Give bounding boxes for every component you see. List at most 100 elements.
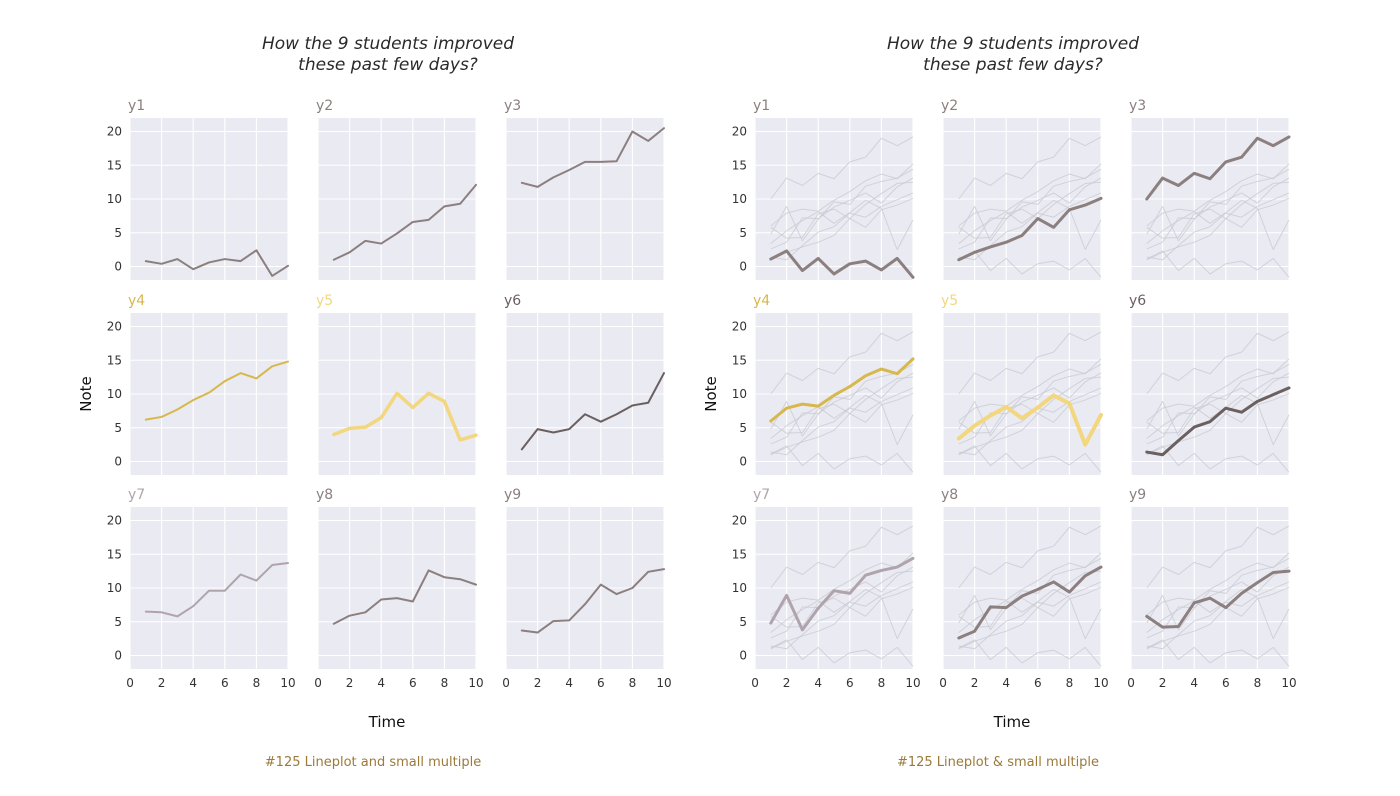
- panel-1-y4: y4 0 5 10 15 20: [732, 293, 915, 475]
- y-tick-label: 0: [739, 649, 747, 663]
- background-line-y8: [958, 372, 1102, 445]
- figure-title-right: How the 9 students improved these past f…: [813, 34, 1213, 76]
- background-line-y5: [958, 588, 1102, 640]
- series-line-y4: [144, 360, 289, 421]
- background-line-y7: [1146, 168, 1290, 242]
- series-line-y3: [1145, 135, 1291, 201]
- background-line-y9: [1146, 376, 1290, 434]
- series-line-y2: [332, 183, 477, 261]
- series-line-y6: [520, 372, 665, 451]
- panel-title-y1: y1: [128, 98, 145, 114]
- background-line-y3: [1146, 331, 1290, 395]
- panel-1-y6: y6: [1129, 293, 1291, 475]
- x-tick-label: 4: [377, 676, 385, 690]
- x-tick-label: 10: [656, 676, 671, 690]
- background-line-y5: [958, 199, 1102, 251]
- panel-title-y9: y9: [1129, 487, 1146, 503]
- series-line-y7: [769, 556, 915, 632]
- panel-1-y5: y5: [941, 293, 1103, 475]
- background-line-y6: [958, 581, 1102, 650]
- panel-title-y1: y1: [753, 98, 770, 114]
- y-tick-label: 10: [107, 192, 122, 206]
- background-line-y8: [1146, 177, 1290, 250]
- x-axis-label-0: Time: [368, 713, 406, 731]
- background-line-y1: [958, 250, 1102, 278]
- background-line-y5: [1146, 588, 1290, 640]
- background-line-y3: [958, 331, 1102, 395]
- background-line-y9: [958, 570, 1102, 628]
- y-tick-label: 20: [107, 514, 122, 528]
- y-tick-label: 15: [732, 158, 747, 172]
- x-tick-label: 0: [126, 676, 134, 690]
- background-line-y5: [770, 199, 914, 251]
- figure-title-right-line1: How the 9 students improved: [886, 34, 1140, 54]
- panel-title-y7: y7: [128, 487, 145, 503]
- y-tick-label: 5: [114, 615, 122, 629]
- background-line-y4: [1146, 552, 1290, 616]
- background-line-y9: [1146, 181, 1290, 239]
- background-line-y7: [1146, 363, 1290, 437]
- panel-1-y2: y2: [941, 98, 1103, 280]
- background-line-y2: [770, 197, 914, 261]
- panel-title-y5: y5: [941, 293, 958, 309]
- background-line-y4: [1146, 358, 1290, 422]
- panel-title-y9: y9: [504, 487, 521, 503]
- series-line-y2: [957, 196, 1103, 262]
- y-tick-label: 15: [732, 353, 747, 367]
- panel-title-y6: y6: [1129, 293, 1146, 309]
- background-line-y9: [770, 181, 914, 239]
- y-tick-label: 20: [732, 320, 747, 334]
- panel-title-y6: y6: [504, 293, 521, 309]
- series-line-y5: [956, 393, 1103, 447]
- series-line-y7: [144, 562, 289, 618]
- background-line-y4: [958, 163, 1102, 227]
- panel-0-y6: y6: [504, 293, 665, 475]
- background-line-y3: [958, 136, 1102, 200]
- panel-0-y3: y3: [504, 98, 665, 280]
- background-line-y4: [1146, 163, 1290, 227]
- background-line-y3: [770, 525, 914, 589]
- background-line-y2: [770, 392, 914, 456]
- figure-title-right-line2: these past few days?: [923, 55, 1103, 75]
- panel-0-y4: y4 0 5 10 15 20: [107, 293, 289, 475]
- x-tick-label: 6: [597, 676, 605, 690]
- background-line-y6: [770, 387, 914, 456]
- y-axis-label-1: Note: [702, 376, 720, 412]
- background-line-y3: [958, 525, 1102, 589]
- background-line-y8: [1146, 566, 1290, 639]
- y-tick-label: 5: [739, 226, 747, 240]
- panel-title-y8: y8: [316, 487, 333, 503]
- panel-title-y8: y8: [941, 487, 958, 503]
- panel-1-y8: y8 0 2 4 6 8 10: [939, 487, 1108, 690]
- series-line-y3: [520, 127, 665, 188]
- background-line-y7: [958, 168, 1102, 242]
- x-axis-label-1: Time: [993, 713, 1031, 731]
- y-tick-label: 15: [732, 547, 747, 561]
- panel-0-y5: y5: [316, 293, 478, 475]
- x-tick-label: 2: [971, 676, 979, 690]
- background-line-y8: [1146, 372, 1290, 445]
- background-line-y7: [1146, 557, 1290, 631]
- panel-0-y7: y7 0 5 10 15 20 0 2 4 6 8 10: [107, 487, 296, 690]
- panel-title-y3: y3: [504, 98, 521, 114]
- y-tick-label: 5: [114, 421, 122, 435]
- y-tick-label: 20: [732, 514, 747, 528]
- y-tick-label: 10: [732, 387, 747, 401]
- background-line-y2: [770, 586, 914, 650]
- figure-title-left-line1: How the 9 students improved: [261, 34, 515, 54]
- x-tick-label: 8: [1254, 676, 1262, 690]
- x-tick-label: 2: [346, 676, 354, 690]
- background-line-y3: [770, 136, 914, 200]
- background-line-y1: [770, 445, 914, 473]
- y-tick-label: 5: [114, 226, 122, 240]
- x-tick-label: 10: [468, 676, 483, 690]
- series-line-y5: [332, 391, 478, 442]
- y-tick-label: 0: [114, 649, 122, 663]
- series-line-y9: [520, 568, 665, 634]
- x-tick-label: 0: [939, 676, 947, 690]
- figure-title-left: How the 9 students improved these past f…: [188, 34, 588, 76]
- background-line-y2: [1146, 392, 1290, 456]
- x-tick-label: 6: [846, 676, 854, 690]
